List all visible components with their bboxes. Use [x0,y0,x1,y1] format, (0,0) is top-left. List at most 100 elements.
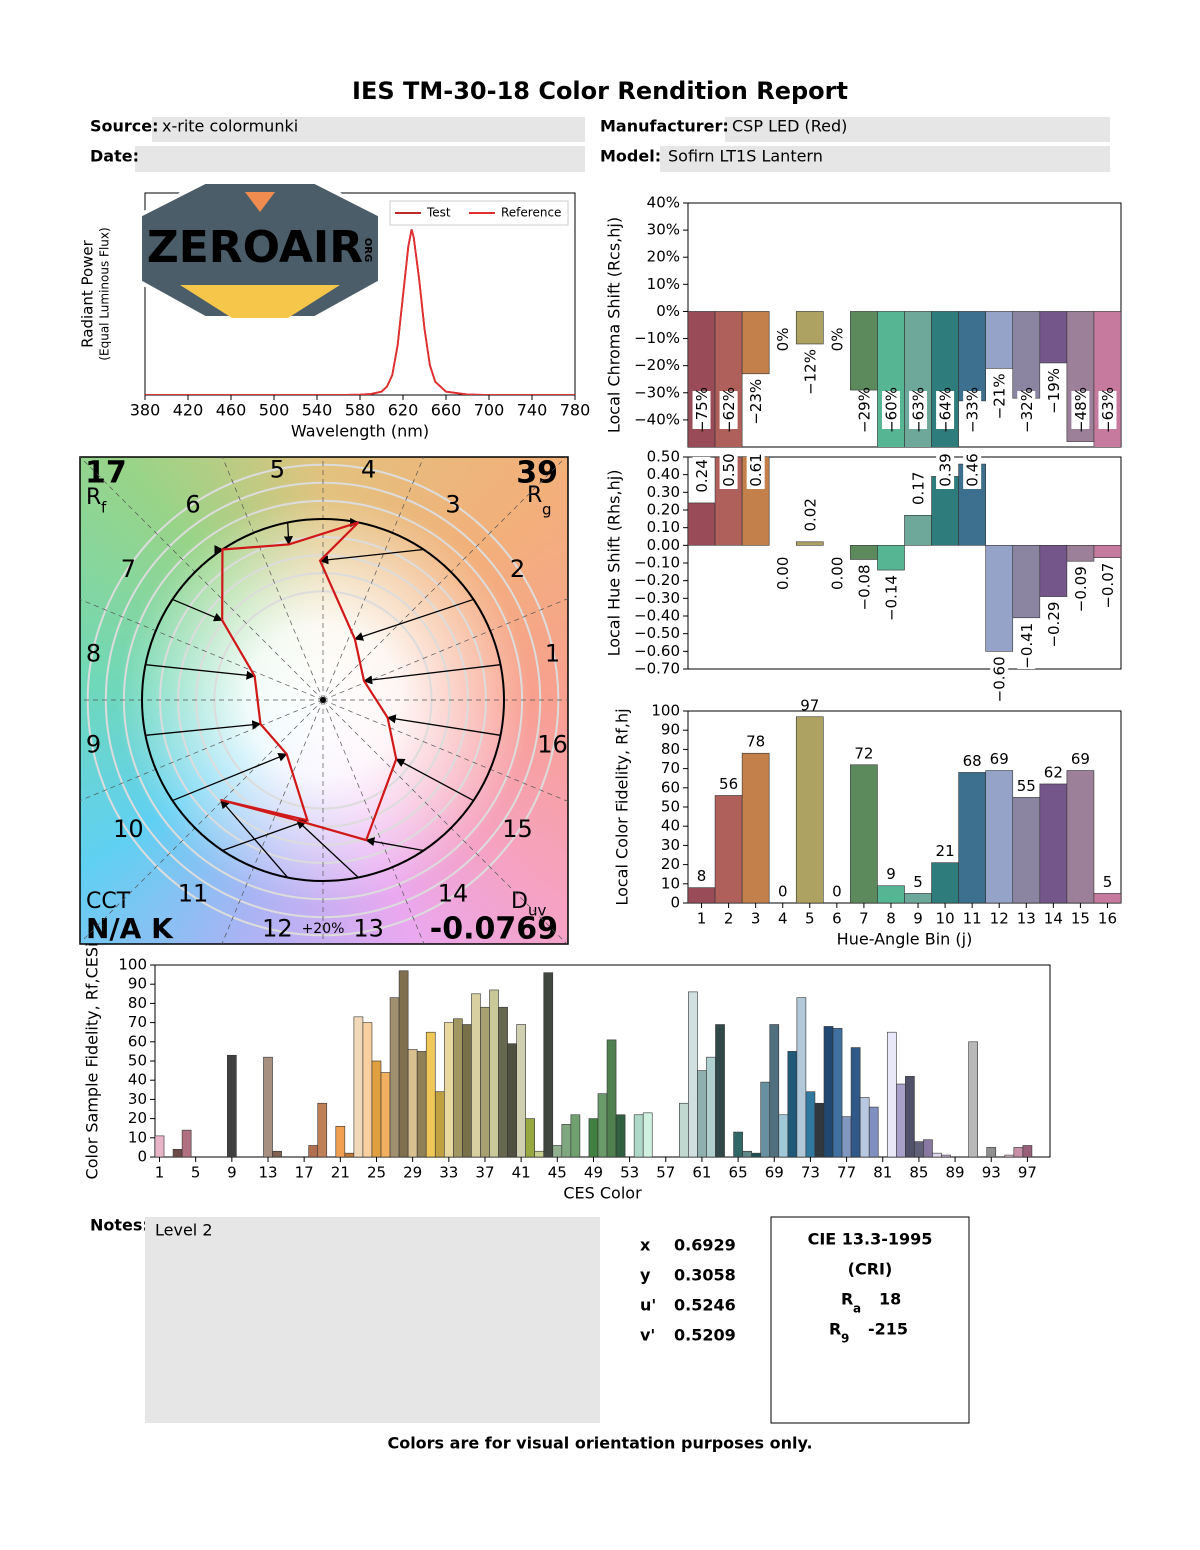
value-label-bg [909,469,928,508]
value-label-group: 0% [773,328,792,352]
bar [741,311,770,375]
scale-label: +20% [302,921,345,937]
bar [841,1116,852,1157]
bin-boundary [221,457,324,701]
hue-bin-label: 6 [185,490,200,518]
value-label: 9 [886,865,896,883]
value-label-bg [719,451,738,489]
bar [715,1024,725,1157]
r9-label: R [829,1320,841,1339]
bin-boundary [322,598,568,701]
bar [597,1093,608,1157]
bar [362,1022,373,1157]
y-tick-label: −0.20 [634,571,680,589]
value-label-group: −60% [881,387,900,433]
bar [985,311,1014,369]
hue-bin-label: 7 [121,555,136,583]
bar [823,1026,834,1157]
value-label: −48% [1072,387,1090,433]
value-label-bg [990,656,1009,703]
value-label-bg [1044,371,1063,410]
shift-arrow [220,799,289,878]
bar [416,1051,427,1157]
rg-sub: g [542,501,552,519]
bar [795,541,824,546]
y-axis-label: Local Hue Shift (Rhs,hj) [605,470,624,657]
y-tick-label: 10 [128,1128,147,1146]
value-label-group: −62% [719,387,738,433]
y-tick-label: 0.00 [647,536,680,554]
value-label-group: 0.17 [909,469,928,508]
x-axis-label: Hue-Angle Bin (j) [837,930,973,949]
bar [832,1028,843,1157]
x-tick-label: 85 [909,1164,928,1182]
x-tick-label: 620 [388,401,419,420]
x-tick-label: 15 [1071,910,1090,928]
rg-label: R [527,483,542,508]
x-tick-label: 69 [765,1164,784,1182]
value-label: −0.08 [855,564,873,610]
y-tick-label: 20% [647,248,680,266]
hue-bin-label: 5 [270,455,285,483]
x-tick-label: 57 [656,1164,675,1182]
bar [1013,1147,1024,1157]
bar [868,1106,879,1157]
value-label: 72 [854,744,873,762]
value-label: −21% [991,373,1009,419]
bar [760,1081,771,1157]
footer-note: Colors are for visual orientation purpos… [387,1434,812,1453]
rg-value: 39 [516,456,558,491]
x-tick-label: 380 [130,401,161,420]
r9-sub: 9 [841,1332,849,1346]
y-tick-label: 100 [651,702,680,720]
test-gamut [220,521,398,842]
x-tick-label: 13 [258,1164,277,1182]
value-label: 8 [697,867,707,885]
value-label: 0.61 [747,453,765,486]
shift-arrow [395,758,474,802]
logo-badge [138,180,382,320]
bar [778,1114,789,1157]
value-label-group: −0.29 [1044,601,1063,648]
value-label: −63% [1099,387,1117,433]
y-tick-label: 20 [128,1109,147,1127]
value-label-bg [1017,622,1036,670]
hue-bin-label: 1 [545,639,560,667]
bar [498,1006,508,1157]
value-label-group: −12% [800,349,819,395]
bar [958,772,986,903]
x-tick-label: 1 [697,910,707,928]
bar [1012,311,1041,399]
x-tick-label: 2 [724,910,734,928]
value-label: 0.46 [964,453,982,486]
y-tick-label: 90 [128,975,147,993]
shift-arrow [296,819,359,878]
bar [516,1024,526,1157]
y-tick-label: 40% [647,194,680,212]
value-label-bg [692,391,711,429]
value-label-group: −23% [746,379,765,425]
y-tick-label: 70 [661,759,680,777]
rf-sub: f [101,499,107,517]
value-label: −29% [855,387,873,433]
bar [769,1024,780,1157]
value-label-bg [881,391,900,429]
bar [172,1149,183,1157]
x-tick-label: 17 [295,1164,314,1182]
manufacturer-label: Manufacturer: [600,117,729,136]
bar [697,1070,707,1157]
value-label: 0% [774,328,792,352]
x-tick-label: 500 [259,401,290,420]
x-tick-label: 13 [1017,910,1036,928]
value-label: −75% [693,387,711,433]
manufacturer-field [725,117,1110,142]
value-label: −0.07 [1099,563,1117,609]
bar [489,989,499,1157]
bar [398,970,409,1157]
value-label-bg [746,382,765,421]
model-label: Model: [600,147,661,166]
x-tick-label: 12 [990,910,1009,928]
logo-road [180,285,340,318]
value-label-bg [1071,565,1090,613]
